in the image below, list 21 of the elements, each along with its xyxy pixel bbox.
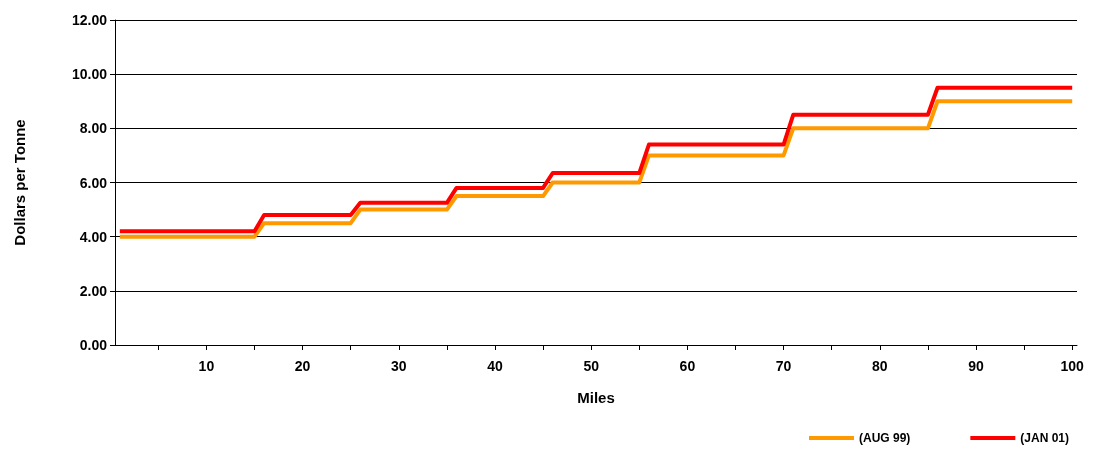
x-tick-label: 80	[872, 358, 888, 374]
x-tick-label: 100	[1060, 358, 1085, 374]
x-tick-label: 40	[487, 358, 503, 374]
y-tick-label: 6.00	[79, 174, 108, 191]
y-tick-label: 10.00	[71, 66, 108, 83]
x-tick-label: 90	[968, 358, 984, 374]
x-tick-label: 70	[775, 358, 792, 374]
y-tick-label: 4.00	[79, 228, 108, 245]
x-tick-label: 20	[294, 358, 311, 374]
x-axis-title: Miles	[577, 389, 615, 406]
x-tick-label: 30	[391, 358, 407, 374]
y-tick-label: 2.00	[79, 282, 108, 299]
y-axis-title: Dollars per Tonne	[11, 119, 28, 246]
y-tick-label: 12.00	[71, 12, 108, 28]
y-tick-label: 0.00	[79, 337, 108, 353]
x-tick-label: 50	[583, 358, 600, 374]
legend-label: (JAN 01)	[1020, 431, 1070, 445]
x-tick-label: 60	[679, 358, 696, 374]
x-tick-label: 10	[198, 358, 215, 374]
y-tick-label: 8.00	[79, 120, 108, 137]
legend-label: (AUG 99)	[858, 431, 911, 445]
